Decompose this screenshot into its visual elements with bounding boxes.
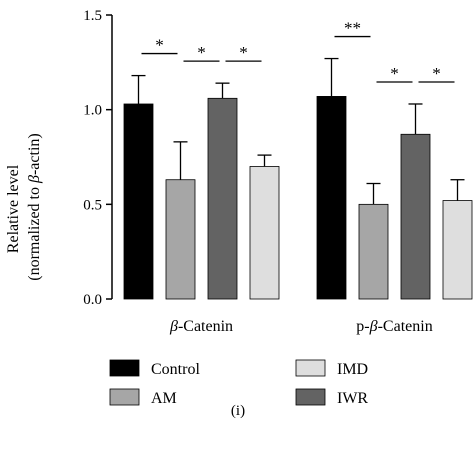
group-labels: β-Catenin p-β-Catenin: [169, 318, 433, 335]
legend-label-imd: IMD: [337, 361, 368, 378]
significance-label: *: [239, 43, 248, 62]
bar-am-1: [165, 179, 196, 300]
y-tick-label: 1.5: [83, 8, 102, 24]
significance-label: *: [197, 43, 206, 62]
y-axis: 0.0 0.5 1.0 1.5: [83, 8, 113, 308]
group-label-suffix: -Catenin: [178, 318, 233, 335]
y-axis-title: Relative level (normalized to β-actin): [5, 133, 43, 280]
significance-label: *: [155, 36, 164, 55]
bar-imd-1: [249, 166, 280, 300]
bars: [123, 57, 473, 300]
legend-label-am: AM: [151, 390, 177, 407]
significance-markers: * * **** *: [141, 19, 455, 83]
group-label-2: p-β-Catenin: [356, 318, 432, 335]
bar-iwr-2: [400, 133, 431, 300]
bar-imd-2: [442, 200, 473, 300]
legend-label-iwr: IWR: [337, 390, 368, 407]
bar-iwr-1: [207, 97, 238, 300]
y-tick-label: 1.0: [83, 103, 102, 119]
group-label-prefix: p-: [356, 318, 369, 335]
panel-label: (i): [231, 403, 245, 419]
bar-am-2: [358, 203, 389, 300]
group-label-1: β-Catenin: [169, 318, 233, 335]
significance-label: **: [344, 19, 361, 38]
legend-label-control: Control: [151, 361, 200, 378]
legend: Control IMD AM IWR: [109, 359, 368, 407]
y-tick-label: 0.0: [83, 292, 102, 308]
legend-swatch-imd: [295, 359, 326, 377]
group-label-symbol: β: [369, 318, 378, 335]
bar-control-1: [123, 103, 154, 300]
group-label-symbol: β: [169, 318, 178, 335]
group-label-suffix: -Catenin: [378, 318, 433, 335]
significance-label: *: [432, 64, 441, 83]
legend-swatch-am: [109, 388, 140, 406]
legend-swatch-iwr: [295, 388, 326, 406]
legend-swatch-control: [109, 359, 140, 377]
significance-label: *: [390, 64, 399, 83]
bar-control-2: [316, 96, 347, 300]
y-tick-label: 0.5: [83, 197, 102, 213]
